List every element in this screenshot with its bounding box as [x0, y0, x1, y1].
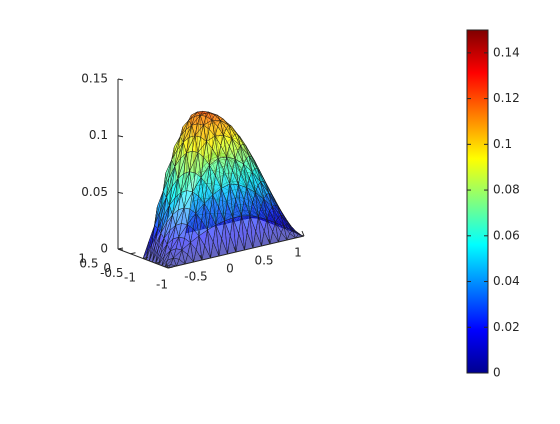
z-tick [117, 78, 124, 81]
y-tick-label: -0.5 [100, 266, 123, 280]
y-tick [155, 261, 161, 264]
y-tick [117, 247, 124, 250]
z-tick-label: 0.1 [89, 128, 108, 142]
y-tick [167, 266, 174, 269]
y-tick [142, 257, 149, 259]
colorbar-gradient [466, 29, 489, 374]
colorbar-tick-label: 0.12 [493, 91, 520, 105]
z-tick-label: 0 [100, 242, 108, 256]
colorbar-tick-label: 0 [493, 366, 501, 380]
colorbar-tick-label: 0.02 [493, 320, 520, 334]
y-tick [130, 252, 136, 255]
x-tick-label: 0.5 [254, 254, 273, 268]
axes: 00.050.10.15-1-0.500.51-1-0.500.51 [78, 72, 305, 292]
surface-mesh [142, 110, 305, 269]
x-tick [301, 230, 305, 237]
y-tick-label: 0.5 [79, 256, 98, 270]
y-tick-label: 0 [103, 261, 111, 275]
colorbar-tick-label: 0.08 [493, 183, 520, 197]
z-tick [117, 135, 124, 138]
x-tick [165, 262, 169, 269]
x-tick [267, 238, 271, 245]
x-tick [199, 254, 203, 261]
x-tick-label: -0.5 [184, 270, 207, 284]
z-tick-label: 0.05 [81, 185, 108, 199]
colorbar-tick-label: 0.04 [493, 274, 520, 288]
x-tick [233, 246, 237, 253]
y-tick-label: -1 [124, 271, 136, 285]
colorbar-tick-label: 0.14 [493, 45, 520, 59]
x-tick-label: 0 [226, 262, 234, 276]
colorbar-tick-label: 0.1 [493, 137, 512, 151]
z-tick [117, 191, 124, 194]
x-tick-label: -1 [156, 278, 168, 292]
colorbar-tick-label: 0.06 [493, 228, 520, 242]
colorbar: 0 0.02 0.04 0.06 0.08 0.1 0.12 0.14 [466, 29, 520, 380]
x-tick-label: 1 [294, 246, 302, 260]
y-tick-label: 1 [78, 252, 86, 266]
z-tick-label: 0.15 [81, 72, 108, 86]
